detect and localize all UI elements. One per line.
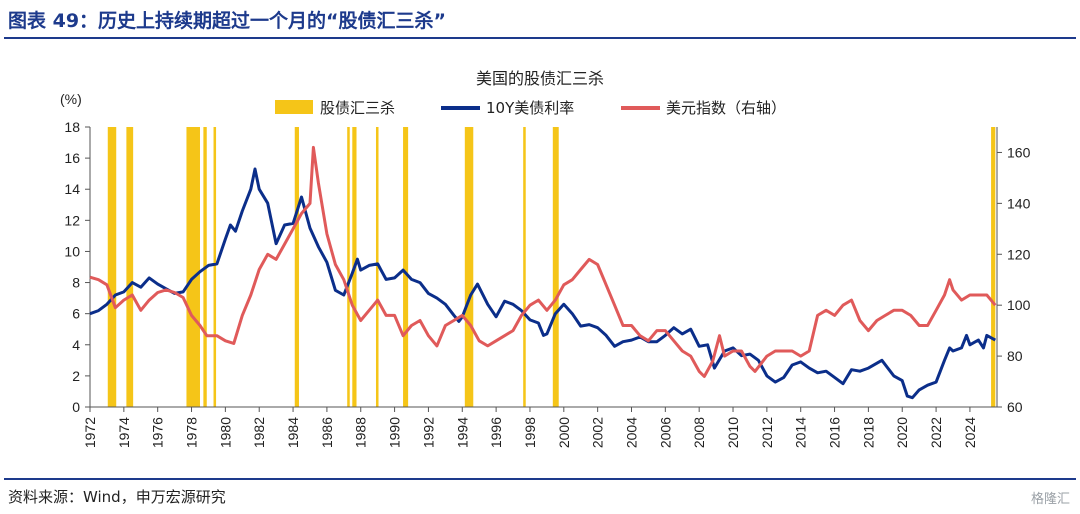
triple-kill-band xyxy=(991,127,996,407)
watermark: 格隆汇 xyxy=(1030,492,1070,507)
left-tick-label: 12 xyxy=(64,212,80,228)
chart-title: 美国的股债汇三杀 xyxy=(476,69,604,88)
x-tick-label: 1988 xyxy=(353,417,369,448)
left-tick-label: 16 xyxy=(64,150,80,166)
x-tick-label: 2012 xyxy=(759,417,775,448)
right-axis-ticks: 60 80 100 120 140 160 xyxy=(997,144,1031,415)
x-tick-label: 1976 xyxy=(150,417,166,448)
legend: 股债汇三杀 10Y美债利率 美元指数（右轴） xyxy=(275,99,786,117)
source-divider xyxy=(4,478,1076,480)
treasury-10y-line xyxy=(89,167,997,400)
left-tick-label: 2 xyxy=(72,368,80,384)
left-tick-label: 14 xyxy=(64,181,80,197)
left-axis-unit: (%) xyxy=(60,91,82,107)
triple-kill-band xyxy=(186,127,200,407)
x-tick-label: 2014 xyxy=(793,417,809,448)
x-tick-label: 1986 xyxy=(319,417,335,448)
x-tick-label: 2006 xyxy=(657,417,673,448)
series-lines xyxy=(89,145,997,400)
x-axis-ticks: 1972 1974 1976 1978 1980 1982 1984 1986 1988 1990… xyxy=(82,407,978,448)
x-tick-label: 1984 xyxy=(285,417,301,448)
right-tick-label: 80 xyxy=(1007,348,1023,364)
left-tick-label: 18 xyxy=(64,119,80,135)
triple-kill-band xyxy=(523,127,526,407)
x-tick-label: 2000 xyxy=(556,417,572,448)
figure-title: 图表 49：历史上持续期超过一个月的“股债汇三杀” xyxy=(8,10,447,32)
x-tick-label: 2010 xyxy=(725,417,741,448)
x-tick-label: 1992 xyxy=(420,417,436,448)
left-axis-ticks: 0 2 4 6 8 10 12 14 16 18 xyxy=(64,119,90,415)
x-tick-label: 1980 xyxy=(217,417,233,448)
triple-kill-shading xyxy=(107,127,996,407)
x-tick-label: 2022 xyxy=(928,417,944,448)
x-tick-label: 1994 xyxy=(454,417,470,448)
plot-frame xyxy=(89,127,998,408)
right-tick-label: 140 xyxy=(1007,195,1031,211)
x-tick-label: 1974 xyxy=(116,417,132,448)
triple-kill-band xyxy=(347,127,350,407)
x-tick-label: 2004 xyxy=(623,417,639,448)
triple-kill-band xyxy=(107,127,117,407)
x-tick-label: 2024 xyxy=(962,417,978,448)
x-tick-label: 1996 xyxy=(488,417,504,448)
legend-label-shade: 股债汇三杀 xyxy=(320,99,395,117)
triple-kill-band xyxy=(403,127,409,407)
legend-swatch-shade xyxy=(275,100,313,114)
legend-label-dollar: 美元指数（右轴） xyxy=(666,99,786,117)
x-tick-label: 2020 xyxy=(894,417,910,448)
x-tick-label: 1990 xyxy=(387,417,403,448)
triple-kill-band xyxy=(464,127,474,407)
triple-kill-band xyxy=(213,127,217,407)
triple-kill-band xyxy=(126,127,134,407)
x-tick-label: 1972 xyxy=(82,417,98,448)
x-tick-label: 2018 xyxy=(860,417,876,448)
left-tick-label: 0 xyxy=(72,399,80,415)
x-tick-label: 1982 xyxy=(251,417,267,448)
legend-label-yield: 10Y美债利率 xyxy=(486,99,574,117)
source-note: 资料来源：Wind，申万宏源研究 xyxy=(8,488,226,506)
left-tick-label: 6 xyxy=(72,306,80,322)
left-tick-label: 4 xyxy=(72,337,80,353)
title-divider xyxy=(4,37,1076,39)
x-tick-label: 2002 xyxy=(590,417,606,448)
right-tick-label: 60 xyxy=(1007,399,1023,415)
x-tick-label: 1978 xyxy=(184,417,200,448)
triple-kill-band xyxy=(294,127,299,407)
left-tick-label: 8 xyxy=(72,275,80,291)
right-tick-label: 160 xyxy=(1007,144,1031,160)
triple-kill-band xyxy=(552,127,559,407)
right-tick-label: 100 xyxy=(1007,297,1031,313)
triple-kill-band xyxy=(375,127,379,407)
x-tick-label: 2016 xyxy=(827,417,843,448)
left-tick-label: 10 xyxy=(64,243,80,259)
x-tick-label: 1998 xyxy=(522,417,538,448)
x-tick-label: 2008 xyxy=(691,417,707,448)
dollar-index-line xyxy=(89,145,997,378)
right-tick-label: 120 xyxy=(1007,246,1031,262)
